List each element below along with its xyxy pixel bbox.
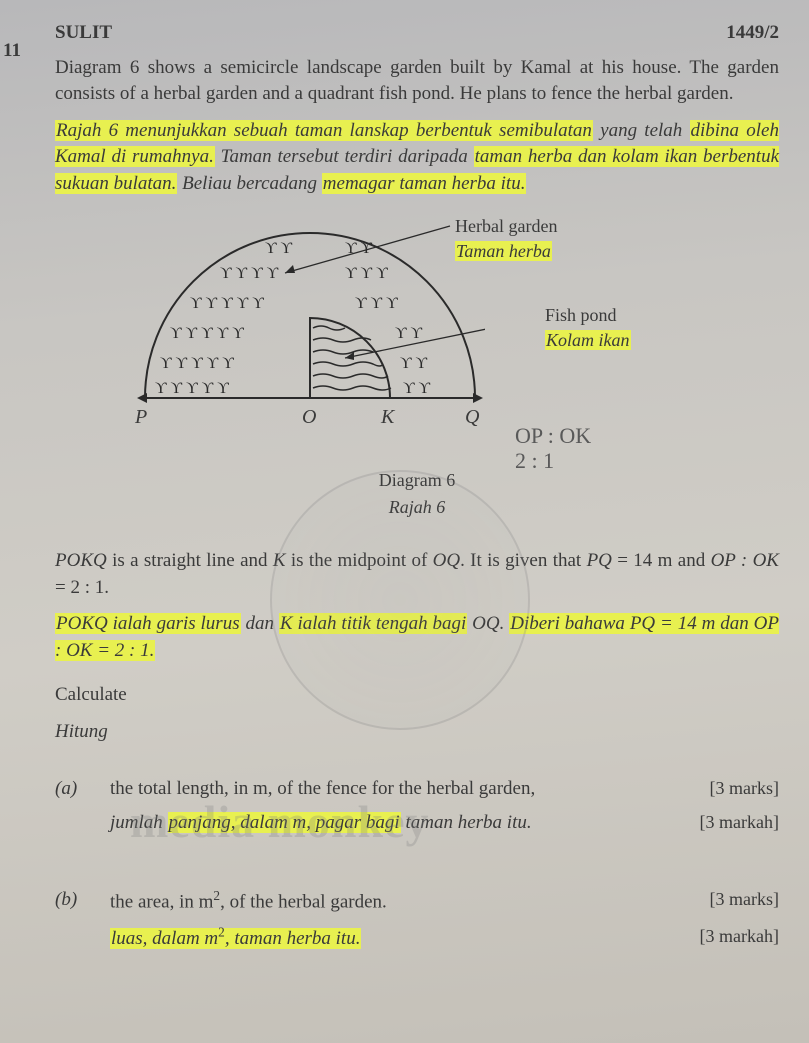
sub-questions: (a) the total length, in m, of the fence…	[55, 776, 779, 953]
marks-en: [3 marks]	[710, 776, 779, 801]
svg-text:ϒ ϒ ϒ: ϒ ϒ ϒ	[355, 295, 398, 312]
handnote-line1: OP : OK	[515, 423, 591, 448]
fish-en: Fish pond	[545, 303, 631, 328]
malay-paragraph: Rajah 6 menunjukkan sebuah taman lanskap…	[55, 118, 779, 198]
svg-text:ϒ ϒ ϒ ϒ ϒ: ϒ ϒ ϒ ϒ ϒ	[190, 295, 264, 312]
diagram-zone: ϒ ϒ ϒ ϒ ϒ ϒ ϒ ϒ ϒ ϒ ϒ ϒ ϒ ϒ ϒ ϒ ϒ ϒ ϒ ϒ …	[55, 208, 779, 508]
marks-en: [3 marks]	[710, 887, 779, 912]
svg-text:ϒ ϒ: ϒ ϒ	[403, 380, 431, 397]
hl-text: memagar taman herba itu.	[322, 173, 527, 194]
body2-malay: POKQ ialah garis lurus dan K ialah titik…	[55, 611, 779, 664]
question-number: 11	[3, 38, 21, 65]
svg-text:ϒ ϒ ϒ ϒ ϒ: ϒ ϒ ϒ ϒ ϒ	[160, 355, 234, 372]
svg-text:ϒ ϒ ϒ ϒ: ϒ ϒ ϒ ϒ	[220, 265, 279, 282]
header-code: 1449/2	[726, 20, 779, 47]
handnote-line2: 2 : 1	[515, 448, 591, 473]
point-q: Q	[465, 403, 479, 431]
part-b: (b) the area, in m2, of the herbal garde…	[55, 887, 779, 953]
point-k: K	[381, 403, 394, 431]
marks-ms: [3 markah]	[700, 924, 779, 949]
svg-text:ϒ ϒ: ϒ ϒ	[400, 355, 428, 372]
handwritten-note: OP : OK 2 : 1	[515, 423, 591, 474]
body2-english: POKQ is a straight line and K is the mid…	[55, 548, 779, 601]
herbal-en: Herbal garden	[455, 214, 557, 239]
svg-text:ϒ ϒ ϒ ϒ ϒ: ϒ ϒ ϒ ϒ ϒ	[170, 325, 244, 342]
point-p: P	[135, 403, 147, 431]
marks-ms: [3 markah]	[700, 810, 779, 835]
svg-text:ϒ ϒ ϒ ϒ ϒ: ϒ ϒ ϒ ϒ ϒ	[155, 380, 229, 397]
semicircle-diagram: ϒ ϒ ϒ ϒ ϒ ϒ ϒ ϒ ϒ ϒ ϒ ϒ ϒ ϒ ϒ ϒ ϒ ϒ ϒ ϒ …	[135, 218, 485, 418]
page-header: SULIT 1449/2	[55, 20, 779, 47]
herbal-label: Herbal garden Taman herba	[455, 214, 557, 264]
part-b-ms: luas, dalam m2, taman herba itu. [3 mark…	[110, 924, 779, 953]
calculate-en: Calculate	[55, 682, 779, 709]
svg-text:ϒ ϒ: ϒ ϒ	[265, 240, 293, 257]
svg-text:ϒ ϒ: ϒ ϒ	[395, 325, 423, 342]
header-left: SULIT	[55, 20, 112, 47]
part-a-label: (a)	[55, 776, 110, 837]
part-a: (a) the total length, in m, of the fence…	[55, 776, 779, 837]
part-a-en: the total length, in m, of the fence for…	[110, 776, 779, 803]
calculate-ms: Hitung	[55, 719, 779, 746]
hl-text: Rajah 6 menunjukkan sebuah taman lanskap…	[55, 120, 593, 141]
fish-ms: Kolam ikan	[545, 330, 631, 350]
herbal-ms: Taman herba	[455, 241, 552, 261]
point-o: O	[302, 403, 316, 431]
part-b-label: (b)	[55, 887, 110, 953]
part-a-ms: jumlah panjang, dalam m, pagar bagi tama…	[110, 810, 779, 837]
svg-text:ϒ ϒ ϒ: ϒ ϒ ϒ	[345, 265, 388, 282]
fishpond-label: Fish pond Kolam ikan	[545, 303, 631, 353]
part-b-en: the area, in m2, of the herbal garden. […	[110, 887, 779, 916]
english-paragraph: Diagram 6 shows a semicircle landscape g…	[55, 55, 779, 108]
